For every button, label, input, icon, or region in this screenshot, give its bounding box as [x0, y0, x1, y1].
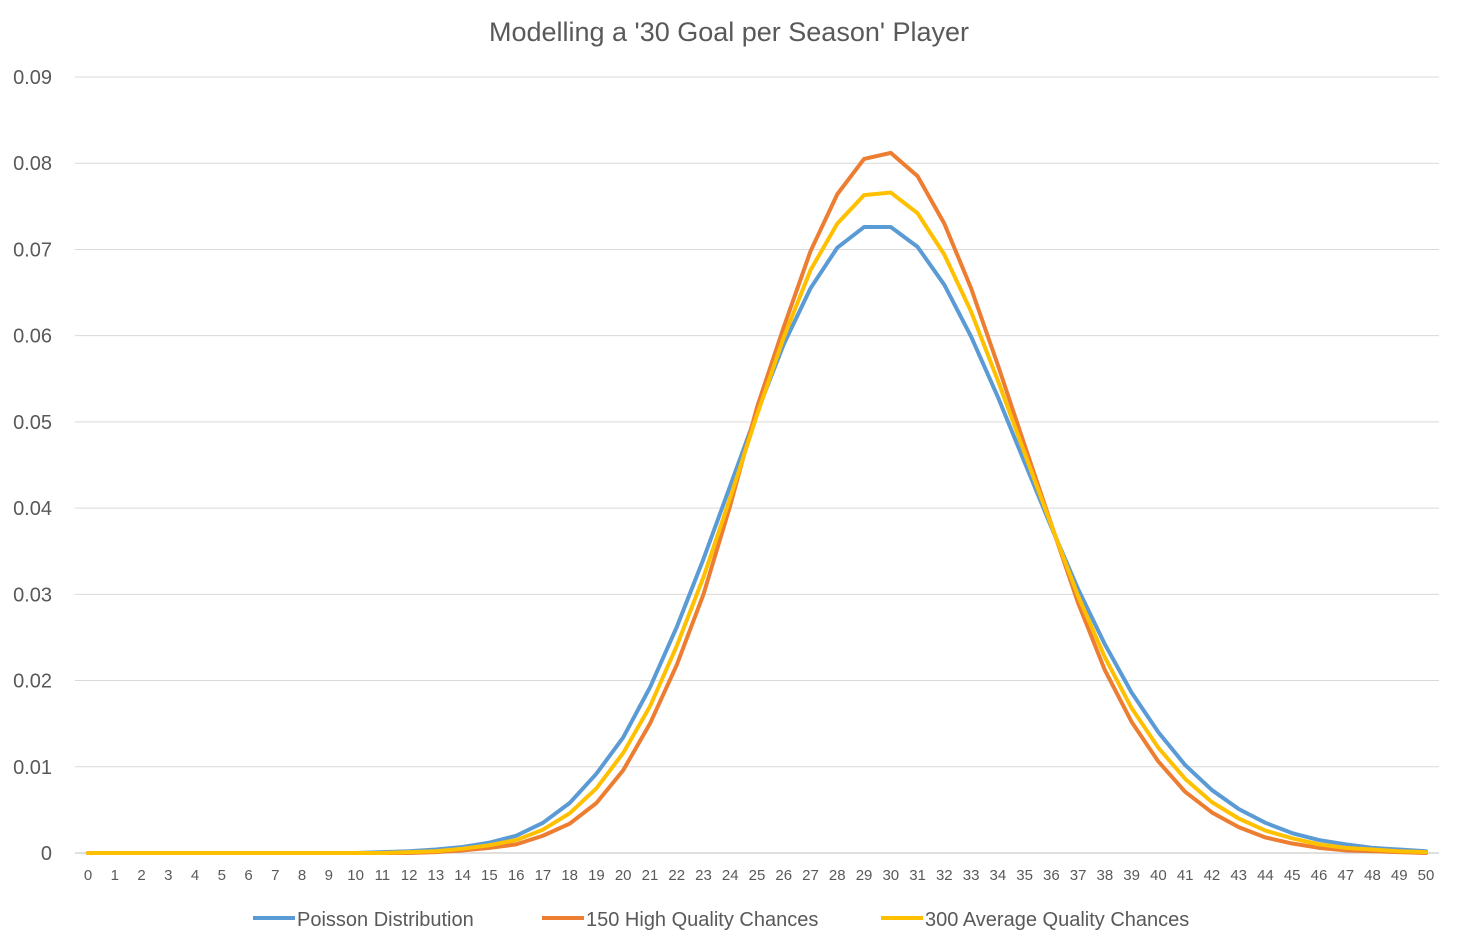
x-tick-label: 32: [936, 867, 953, 884]
x-tick-label: 10: [347, 867, 364, 884]
legend: Poisson Distribution 150 High Quality Cha…: [253, 909, 1189, 931]
gridlines: [75, 76, 1439, 854]
x-tick-label: 48: [1364, 867, 1381, 884]
x-tick-label: 20: [615, 867, 632, 884]
x-tick-label: 40: [1150, 867, 1167, 884]
x-tick-label: 25: [749, 867, 766, 884]
x-tick-label: 42: [1204, 867, 1221, 884]
x-tick-label: 27: [802, 867, 819, 884]
y-axis-ticks: 0 0.01 0.02 0.03 0.04 0.05 0.06 0.07 0.08 0.09: [13, 67, 52, 865]
y-tick-label: 0.04: [13, 498, 52, 520]
x-tick-label: 17: [535, 867, 552, 884]
x-axis-ticks: 0 1 2 3 4 5 6 7 8 9 10 11 12 13 14 15 16 17 18 19 20 21 22 23 24…: [84, 867, 1435, 884]
y-tick-label: 0: [41, 843, 52, 865]
x-tick-label: 12: [401, 867, 418, 884]
x-tick-label: 5: [218, 867, 226, 884]
y-tick-label: 0.07: [13, 239, 52, 261]
legend-label-2: 150 High Quality Chances: [586, 909, 818, 931]
x-tick-label: 50: [1418, 867, 1435, 884]
y-tick-label: 0.02: [13, 671, 52, 693]
x-tick-label: 47: [1337, 867, 1354, 884]
legend-label-1: Poisson Distribution: [297, 909, 474, 931]
x-tick-label: 23: [695, 867, 712, 884]
x-tick-label: 4: [191, 867, 199, 884]
x-tick-label: 21: [642, 867, 659, 884]
x-tick-label: 45: [1284, 867, 1301, 884]
x-tick-label: 1: [111, 867, 119, 884]
x-tick-label: 11: [375, 867, 391, 884]
x-tick-label: 34: [989, 867, 1006, 884]
series-line-3: [86, 190, 1428, 855]
x-tick-label: 30: [882, 867, 899, 884]
x-tick-label: 35: [1016, 867, 1033, 884]
x-tick-label: 29: [856, 867, 873, 884]
x-tick-label: 43: [1230, 867, 1247, 884]
x-tick-label: 46: [1311, 867, 1328, 884]
x-tick-label: 2: [137, 867, 145, 884]
x-tick-label: 28: [829, 867, 846, 884]
x-tick-label: 19: [588, 867, 605, 884]
y-tick-label: 0.01: [13, 757, 52, 779]
x-tick-label: 44: [1257, 867, 1274, 884]
x-tick-label: 22: [668, 867, 685, 884]
x-tick-label: 24: [722, 867, 739, 884]
x-tick-label: 7: [271, 867, 279, 884]
x-tick-label: 0: [84, 867, 92, 884]
x-tick-label: 33: [963, 867, 980, 884]
y-tick-label: 0.06: [13, 326, 52, 348]
series-line-1: [86, 225, 1428, 855]
x-tick-label: 16: [508, 867, 525, 884]
y-tick-label: 0.09: [13, 67, 52, 89]
x-tick-label: 31: [909, 867, 926, 884]
x-tick-label: 38: [1097, 867, 1114, 884]
x-tick-label: 36: [1043, 867, 1060, 884]
series-line-2: [86, 150, 1428, 855]
x-tick-label: 26: [775, 867, 792, 884]
plot-area: [86, 150, 1428, 855]
x-tick-label: 6: [244, 867, 252, 884]
y-tick-label: 0.05: [13, 412, 52, 434]
legend-label-3: 300 Average Quality Chances: [925, 909, 1189, 931]
x-tick-label: 8: [298, 867, 306, 884]
x-tick-label: 9: [325, 867, 333, 884]
x-tick-label: 13: [428, 867, 445, 884]
y-tick-label: 0.03: [13, 584, 52, 606]
x-tick-label: 3: [164, 867, 172, 884]
x-tick-label: 49: [1391, 867, 1408, 884]
x-tick-label: 37: [1070, 867, 1087, 884]
x-tick-label: 41: [1177, 867, 1194, 884]
y-tick-label: 0.08: [13, 153, 52, 175]
chart-title: Modelling a '30 Goal per Season' Player: [489, 17, 969, 47]
x-tick-label: 39: [1123, 867, 1140, 884]
x-tick-label: 18: [561, 867, 578, 884]
x-tick-label: 15: [481, 867, 498, 884]
x-tick-label: 14: [454, 867, 471, 884]
